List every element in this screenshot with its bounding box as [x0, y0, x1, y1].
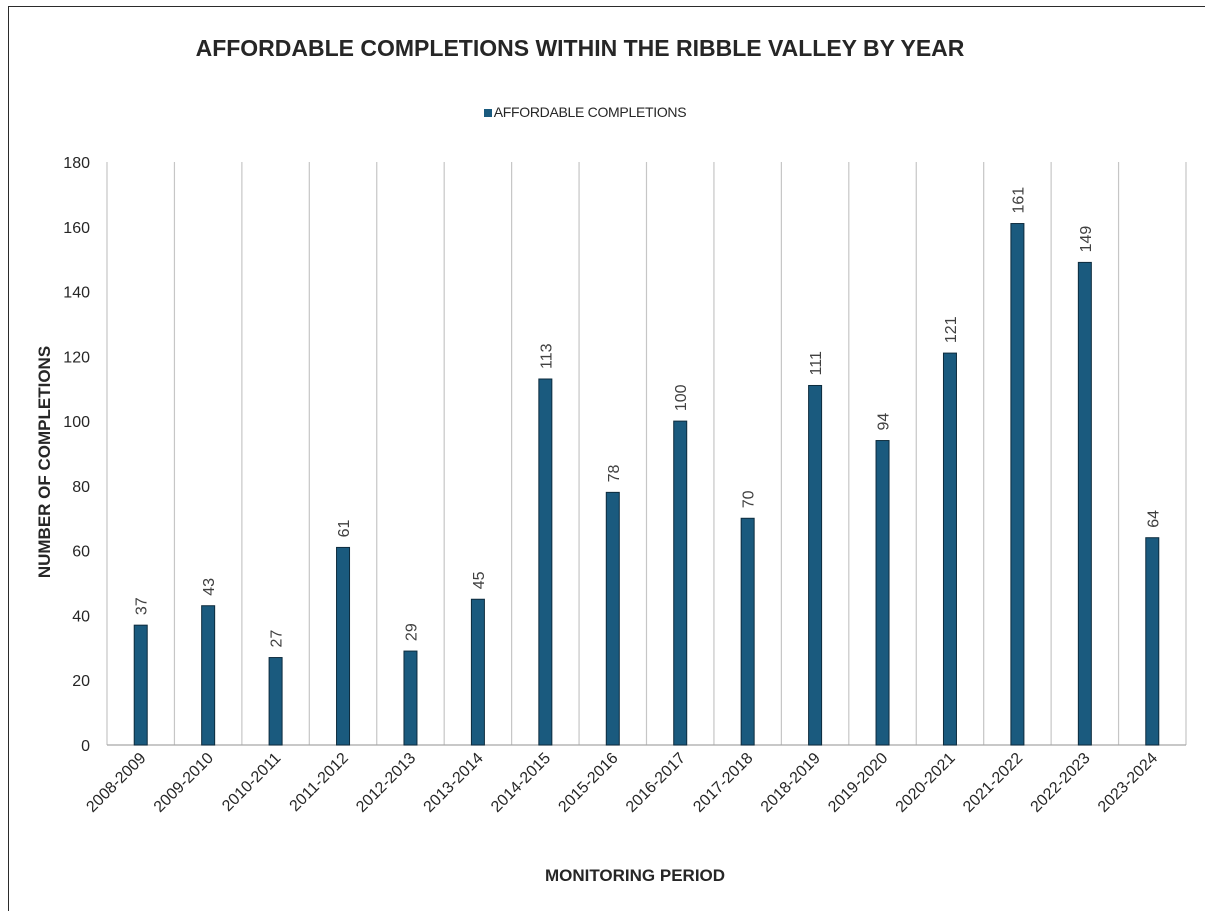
bar	[942, 352, 957, 746]
x-axis-title: MONITORING PERIOD	[544, 866, 726, 885]
y-tick-label: 100	[63, 414, 90, 431]
chart-title: AFFORDABLE COMPLETIONS WITHIN THE RIBBLE…	[195, 35, 965, 61]
bar	[740, 517, 755, 746]
x-tick-label: 2013-2014	[421, 750, 487, 816]
data-label: 29	[403, 623, 420, 641]
y-tick-label: 160	[63, 220, 90, 237]
data-label: 111	[808, 351, 825, 375]
bar	[673, 420, 688, 746]
data-label: 37	[134, 597, 151, 615]
legend: AFFORDABLE COMPLETIONS	[0, 104, 1170, 120]
data-label: 94	[876, 413, 893, 431]
data-label: 45	[471, 571, 488, 589]
y-tick-label: 60	[72, 544, 90, 561]
bar	[336, 546, 351, 746]
x-tick-label: 2008-2009	[83, 750, 149, 816]
bar	[1077, 261, 1092, 746]
data-label: 113	[538, 343, 555, 369]
x-tick-label: 2022-2023	[1028, 750, 1094, 816]
data-label: 100	[673, 384, 690, 411]
bar	[538, 378, 553, 746]
x-tick-label: 2014-2015	[488, 750, 554, 816]
x-tick-label: 2009-2010	[151, 750, 217, 816]
y-tick-label: 40	[72, 608, 90, 625]
y-tick-label: 180	[63, 155, 90, 172]
x-tick-label: 2019-2020	[825, 750, 891, 816]
data-label: 70	[741, 490, 758, 508]
x-tick-label: 2016-2017	[623, 750, 689, 816]
y-axis-title: NUMBER OF COMPLETIONS	[35, 345, 54, 579]
bar	[1010, 223, 1025, 746]
bar	[201, 605, 216, 746]
x-tick-label: 2021-2022	[960, 750, 1026, 816]
data-label: 61	[336, 520, 353, 538]
x-tick-label: 2011-2012	[287, 750, 352, 815]
bar	[403, 650, 418, 746]
bar	[1145, 537, 1160, 746]
x-tick-label: 2017-2018	[690, 750, 756, 816]
x-tick-label: 2023-2024	[1095, 750, 1161, 816]
bar	[268, 657, 283, 746]
legend-swatch	[483, 109, 492, 117]
bar	[808, 384, 823, 746]
x-tick-label: 2010-2011	[219, 750, 284, 815]
data-label: 27	[269, 630, 286, 648]
x-tick-label: 2020-2021	[893, 750, 959, 816]
y-tick-label: 120	[63, 349, 90, 366]
x-tick-label: 2012-2013	[353, 750, 419, 816]
y-tick-label: 20	[72, 673, 90, 690]
bar	[470, 598, 485, 746]
data-label: 43	[201, 578, 218, 596]
data-label: 64	[1145, 510, 1162, 528]
bar	[605, 491, 620, 746]
x-tick-label: 2015-2016	[555, 750, 621, 816]
y-tick-label: 140	[63, 285, 90, 302]
bar	[133, 624, 148, 746]
x-tick-label: 2018-2019	[758, 750, 824, 816]
legend-label: AFFORDABLE COMPLETIONS	[493, 104, 687, 120]
data-label: 78	[606, 464, 623, 482]
chart-frame	[8, 6, 1205, 911]
y-tick-label: 0	[81, 738, 90, 755]
data-label: 149	[1078, 226, 1095, 253]
data-label: 121	[943, 316, 960, 343]
bar	[875, 440, 890, 746]
data-label: 161	[1010, 187, 1027, 214]
y-tick-label: 80	[72, 479, 90, 496]
